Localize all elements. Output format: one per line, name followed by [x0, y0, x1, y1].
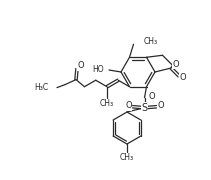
Text: O: O	[78, 61, 84, 70]
Text: CH₃: CH₃	[100, 99, 114, 108]
Text: CH₃: CH₃	[143, 37, 158, 46]
Text: S: S	[141, 103, 147, 113]
Text: H₃C: H₃C	[34, 83, 48, 92]
Text: O: O	[149, 92, 155, 101]
Text: CH₃: CH₃	[120, 154, 134, 163]
Text: O: O	[172, 60, 179, 69]
Text: O: O	[125, 101, 132, 110]
Text: O: O	[180, 73, 186, 82]
Text: HO: HO	[92, 64, 104, 73]
Text: O: O	[157, 101, 164, 110]
